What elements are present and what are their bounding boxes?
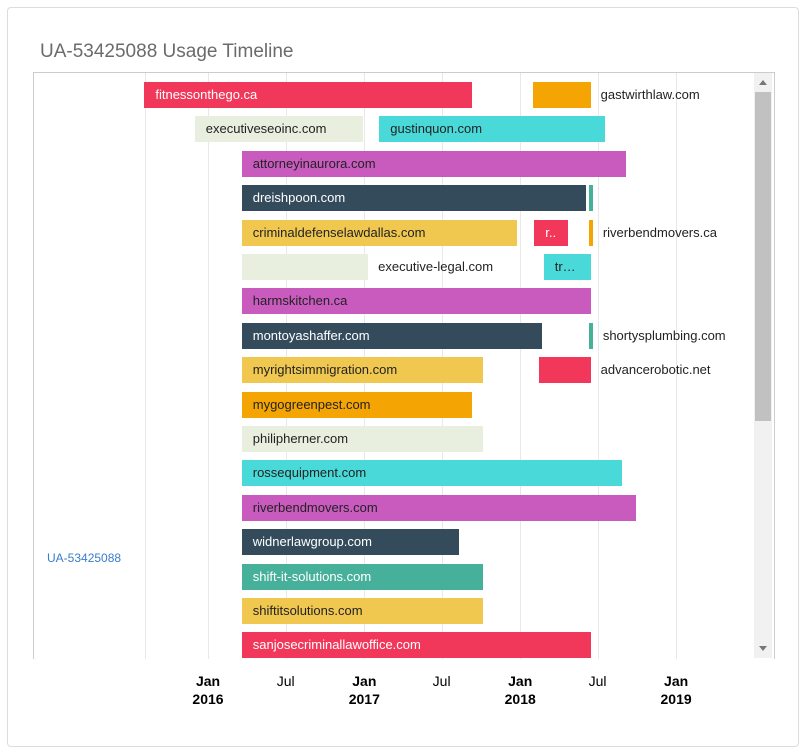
gridline	[597, 73, 599, 659]
tick-month: Jul	[276, 673, 295, 689]
x-axis-tick: Jan 2016	[178, 672, 238, 708]
timeline-bar[interactable]: montoyashaffer.com	[241, 322, 542, 349]
gridline	[145, 73, 146, 659]
timeline-bar[interactable]: shift-it-solutions.com	[241, 563, 483, 590]
x-axis-tick: Jul	[412, 672, 472, 690]
gridline	[676, 73, 678, 659]
page-title: UA-53425088 Usage Timeline	[40, 41, 294, 62]
timeline-bar[interactable]: shiftitsolutions.com	[241, 598, 483, 624]
timeline-bar[interactable]	[241, 254, 369, 280]
timeline-bar[interactable]: mygogreenpest.com	[241, 391, 472, 418]
timeline-bar[interactable]: riverbendmovers.com	[241, 494, 637, 521]
x-axis-tick: Jan 2017	[334, 672, 394, 708]
row-group-label: UA-53425088	[47, 551, 122, 565]
bar-label: shortysplumbing.com	[602, 327, 726, 343]
tick-month: Jan	[195, 673, 221, 689]
timeline-bar[interactable]: dreishpoon.com	[241, 185, 587, 212]
bar-label: executive-legal.com	[378, 259, 494, 274]
timeline-bar[interactable]: rossequipment.com	[241, 460, 623, 487]
timeline-bar[interactable]: gustinquon.com	[379, 116, 605, 143]
timeline-bar[interactable]	[539, 357, 591, 384]
timeline-bar[interactable]: tr…	[543, 254, 591, 280]
gridline	[208, 73, 209, 659]
tick-month: Jan	[508, 673, 533, 689]
bar-label: riverbendmovers.ca	[602, 224, 717, 240]
vertical-scrollbar[interactable]	[754, 73, 772, 658]
x-axis-tick: Jul	[256, 672, 316, 690]
scroll-up-icon[interactable]	[759, 80, 767, 85]
timeline-bar[interactable]: sanjosecriminallawoffice.com	[241, 632, 591, 659]
tick-month: Jan	[352, 673, 377, 689]
tick-year: 2017	[348, 691, 380, 707]
tick-year: 2019	[660, 691, 692, 707]
scrollbar-thumb[interactable]	[755, 92, 771, 421]
tick-month: Jul	[432, 673, 451, 689]
timeline-bar[interactable]: myrightsimmigration.com	[241, 357, 483, 384]
timeline-bar[interactable]	[533, 82, 591, 108]
gridline	[520, 73, 522, 659]
timeline-bar[interactable]	[589, 219, 593, 246]
timeline-bar[interactable]	[589, 185, 593, 212]
tick-year: 2016	[192, 691, 224, 707]
timeline-bar[interactable]: criminaldefenselawdallas.com	[241, 219, 518, 246]
timeline-chart: fitnessonthego.ca gastwirthlaw.com executi…	[33, 72, 775, 659]
timeline-bar[interactable]	[589, 322, 593, 349]
x-axis-tick: Jan 2019	[646, 672, 706, 708]
x-axis-tick: Jul	[568, 672, 628, 690]
timeline-bar[interactable]: attorneyinaurora.com	[241, 150, 626, 177]
tick-month: Jul	[588, 673, 607, 689]
scroll-down-icon[interactable]	[759, 646, 767, 651]
tick-month: Jan	[664, 673, 689, 689]
timeline-bar[interactable]: harmskitchen.ca	[241, 288, 591, 315]
timeline-bar[interactable]: fitnessonthego.ca	[144, 82, 472, 108]
bar-label: advancerobotic.net	[600, 362, 711, 378]
x-axis-tick: Jan 2018	[490, 672, 550, 708]
tick-year: 2018	[504, 691, 536, 707]
timeline-bar[interactable]: r..	[534, 219, 568, 246]
timeline-bar[interactable]: executiveseoinc.com	[194, 116, 363, 143]
timeline-bar[interactable]: widnerlawgroup.com	[241, 529, 459, 556]
bar-label: gastwirthlaw.com	[600, 87, 700, 102]
timeline-bar[interactable]: philipherner.com	[241, 426, 483, 452]
